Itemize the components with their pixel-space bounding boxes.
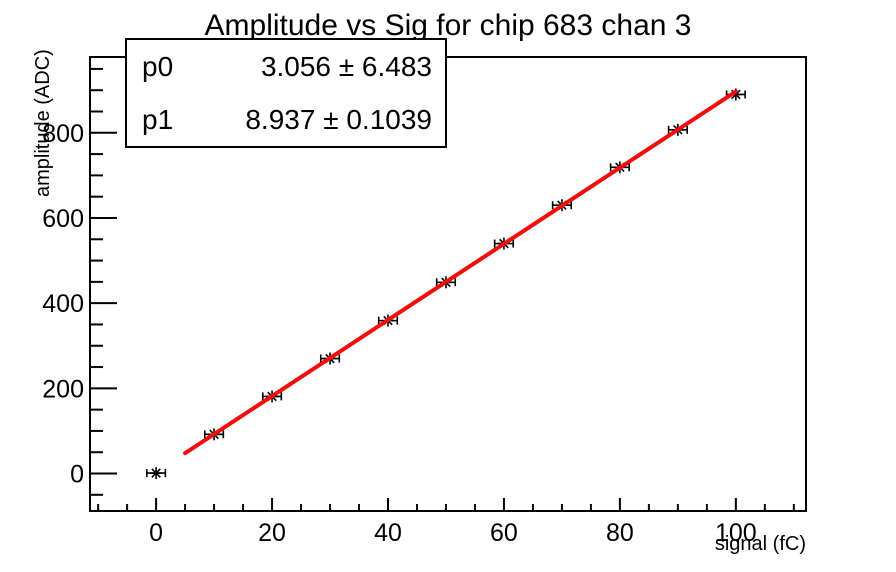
data-marker xyxy=(146,467,167,480)
x-tick-label: 20 xyxy=(258,519,286,547)
stats-param-name: p1 xyxy=(142,103,174,135)
x-tick-label: 80 xyxy=(606,519,634,547)
stats-param-value: 3.056 ± 6.483 xyxy=(260,50,432,82)
x-tick-label: 40 xyxy=(374,519,402,547)
y-tick-label: 800 xyxy=(42,120,84,148)
fit-line xyxy=(183,89,738,456)
y-tick-label: 200 xyxy=(42,375,84,403)
x-tick-label: 60 xyxy=(490,519,518,547)
x-tick-label: 100 xyxy=(715,519,757,547)
y-tick-label: 600 xyxy=(42,205,84,233)
chart-layer: 0 20 40 60 80 100 0 200 400 600 800 xyxy=(42,56,807,547)
y-tick-label: 400 xyxy=(42,290,84,318)
fit-stats-box: p0 3.056 ± 6.483 p1 8.937 ± 0.1039 xyxy=(125,38,447,148)
stats-row-p1: p1 8.937 ± 0.1039 xyxy=(127,93,445,146)
x-axis-title: signal (fC) xyxy=(715,533,806,555)
stats-param-value: 8.937 ± 0.1039 xyxy=(245,103,432,135)
y-tick-label: 0 xyxy=(70,461,84,489)
axis-ticks: 0 20 40 60 80 100 0 200 400 600 800 xyxy=(42,67,795,547)
plot-frame xyxy=(89,56,807,512)
stats-param-name: p0 xyxy=(142,50,174,82)
chart-title: Amplitude vs Sig for chip 683 chan 3 xyxy=(204,9,692,42)
x-tick-label: 0 xyxy=(149,519,163,547)
stats-row-p0: p0 3.056 ± 6.483 xyxy=(127,40,445,93)
y-axis-title: amplitude (ADC) xyxy=(32,49,54,197)
